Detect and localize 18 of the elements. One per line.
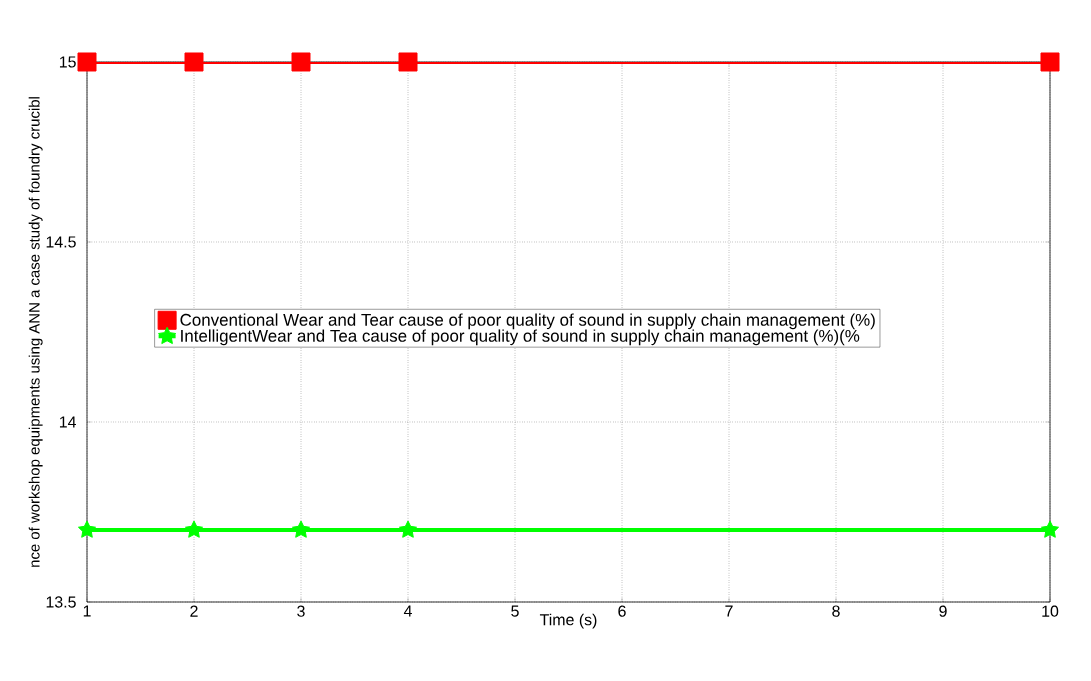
- x-axis-title: Time (s): [539, 613, 597, 629]
- x-tick-label: 8: [832, 605, 840, 617]
- x-tick-label: 5: [511, 605, 519, 617]
- y-tick-label: 14: [59, 416, 76, 428]
- x-tick-label: 10: [1042, 605, 1059, 617]
- x-tick-label: 4: [403, 605, 412, 617]
- legend-label: IntelligentWear and Tea cause of poor quality of sound in supply chain management (%)(%: [181, 329, 860, 346]
- x-tick-label: 1: [83, 605, 91, 617]
- x-tick-label: 9: [939, 605, 947, 617]
- y-tick-label: 13.5: [46, 596, 76, 608]
- y-axis-title: nce of workshop equipments using ANN a case study of foundry crucibl: [28, 97, 43, 567]
- x-tick-label: 2: [190, 605, 198, 617]
- y-tick-label: 14.5: [46, 236, 76, 248]
- legend-label: Conventional Wear and Tear cause of poor quality of sound in supply chain management (%): [180, 313, 875, 330]
- x-tick-label: 3: [297, 605, 305, 617]
- x-tick-label: 7: [725, 605, 733, 617]
- y-tick-label: 15: [59, 56, 76, 68]
- x-tick-label: 6: [618, 605, 626, 617]
